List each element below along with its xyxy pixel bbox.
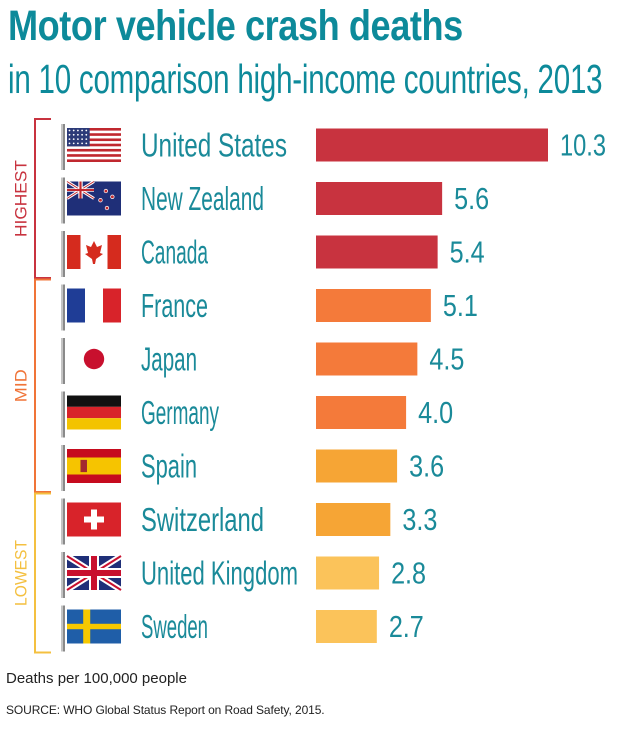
source-note: SOURCE: WHO Global Status Report on Road… — [6, 703, 325, 717]
data-label: 3.6 — [409, 449, 444, 484]
category-label: France — [141, 287, 208, 324]
group-bracket-highest — [34, 118, 51, 279]
category-label: Japan — [141, 341, 197, 378]
chart-subtitle: in 10 comparison high-income countries, … — [8, 56, 603, 102]
bar — [316, 610, 377, 643]
uk-flag-icon — [61, 552, 123, 598]
group-label-mid: MID — [11, 369, 30, 402]
data-label: 4.0 — [418, 395, 453, 430]
bar — [316, 235, 438, 269]
bar — [316, 503, 391, 536]
data-label: 5.4 — [450, 235, 485, 270]
spain-flag-icon — [61, 445, 121, 491]
bar — [316, 289, 431, 322]
bar — [316, 182, 443, 215]
france-flag-icon — [61, 284, 121, 331]
us-flag-icon — [61, 124, 121, 170]
germany-flag-icon — [61, 391, 121, 438]
category-label: United States — [141, 127, 287, 164]
data-label: 5.1 — [443, 288, 478, 323]
japan-flag-icon — [61, 338, 121, 384]
group-label-highest: HIGHEST — [11, 160, 30, 237]
data-label: 2.7 — [389, 609, 424, 644]
data-label: 2.8 — [391, 556, 426, 591]
category-label: Canada — [141, 234, 208, 271]
x-axis-label: Deaths per 100,000 people — [6, 670, 187, 687]
sweden-flag-icon — [61, 605, 121, 652]
group-bracket-mid — [34, 278, 51, 493]
category-label: Switzerland — [141, 501, 264, 538]
chart-title: Motor vehicle crash deaths — [8, 2, 463, 50]
bar — [316, 556, 380, 590]
data-label: 4.5 — [429, 342, 464, 377]
bar — [316, 128, 548, 162]
category-label: Spain — [141, 448, 197, 485]
category-label: New Zealand — [141, 180, 264, 217]
group-bracket-lowest — [34, 492, 51, 654]
data-label: 3.3 — [402, 502, 437, 537]
bar — [316, 342, 418, 376]
bar — [316, 396, 407, 429]
nz-flag-icon — [61, 177, 121, 224]
category-label: Sweden — [141, 608, 208, 645]
data-label: 10.3 — [560, 128, 606, 163]
category-label: Germany — [141, 394, 219, 431]
canada-flag-icon — [61, 231, 121, 277]
category-label: United Kingdom — [141, 555, 298, 592]
bar — [316, 449, 398, 483]
data-label: 5.6 — [454, 181, 489, 216]
switzerland-flag-icon — [61, 498, 121, 545]
group-label-lowest: LOWEST — [11, 540, 30, 606]
